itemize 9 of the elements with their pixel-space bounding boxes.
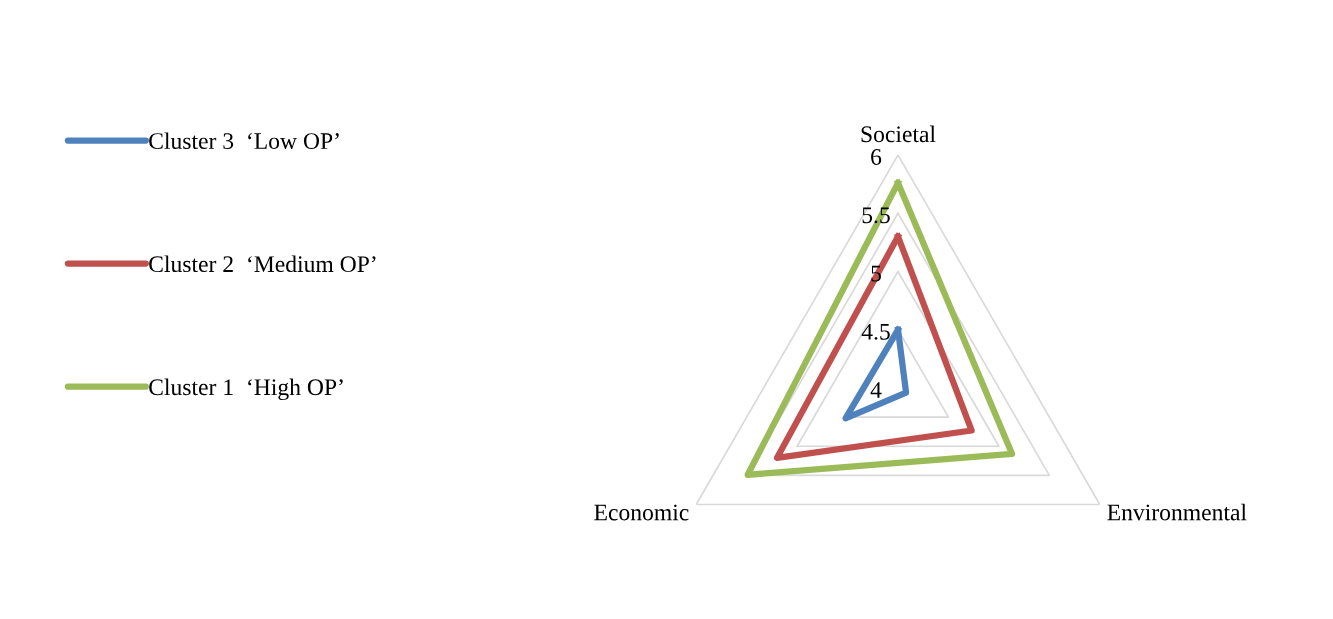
spoke-label: Economic [594, 504, 689, 521]
spoke-label: Societal [861, 125, 936, 143]
y-tick-label: 4 [870, 382, 882, 398]
legend-label: Cluster 1 ‘High OP’ [149, 378, 343, 401]
spoke-label: Environmental [1107, 503, 1247, 521]
legend-label: Cluster 3 ‘Low OP’ [149, 132, 339, 150]
y-tick-label: 6 [871, 149, 882, 165]
y-tick-label: 4.5 [861, 323, 890, 340]
legend-label: Cluster 2 ‘Medium OP’ [149, 255, 376, 273]
